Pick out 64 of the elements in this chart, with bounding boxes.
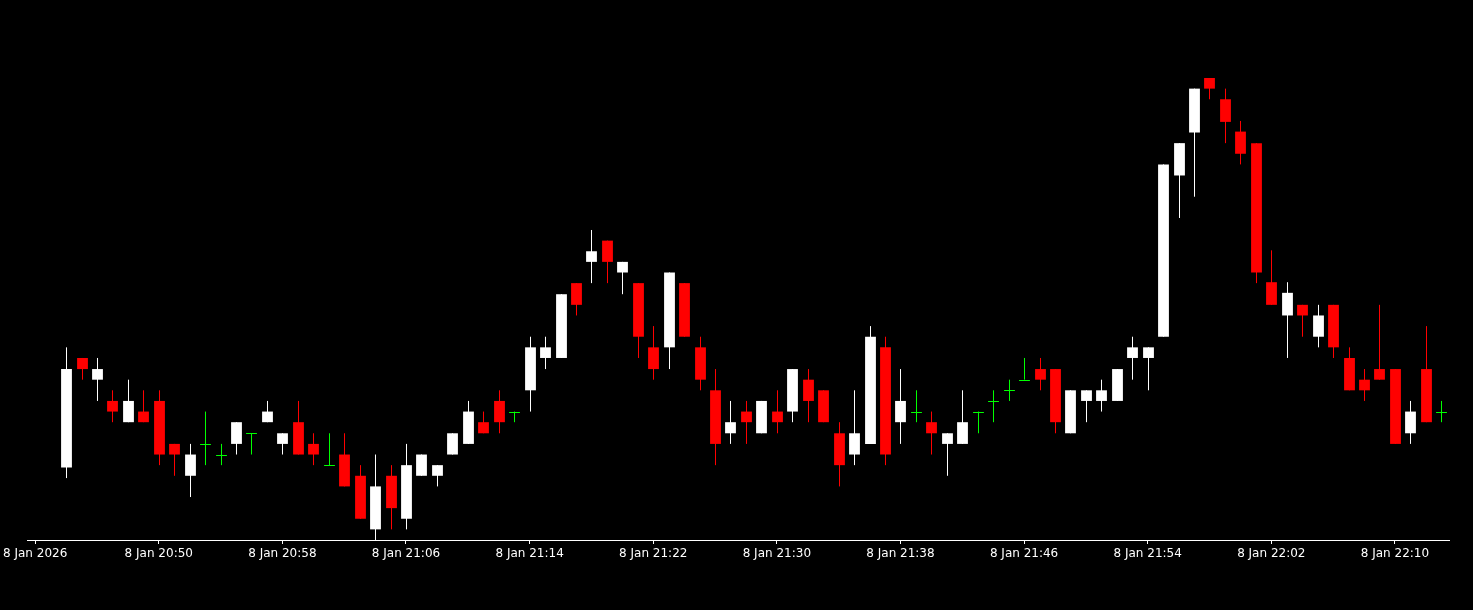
candlestick [849, 389, 860, 466]
x-tick-label: 8 Jan 21:14 [495, 546, 564, 561]
x-tick-label: 8 Jan 21:06 [371, 546, 441, 561]
candlestick [942, 432, 953, 477]
candlestick [123, 379, 134, 423]
candlestick [432, 464, 443, 487]
candlestick [245, 432, 258, 456]
candlestick [741, 400, 752, 445]
candlestick [1359, 368, 1370, 402]
candlestick [648, 325, 659, 381]
candlestick [1220, 88, 1231, 144]
candlestick [772, 389, 783, 434]
candlestick [987, 389, 1000, 423]
x-tick-label: 8 Jan 21:30 [742, 546, 812, 561]
candlestick [1374, 304, 1385, 381]
candlestick [277, 432, 288, 456]
candlestick [1081, 389, 1092, 423]
candlestick [972, 411, 985, 434]
candlestick [926, 411, 937, 456]
x-tick-label: 8 Jan 21:38 [866, 546, 935, 561]
candlestick [1405, 400, 1416, 445]
candlestick [1435, 400, 1448, 423]
candlestick [1003, 379, 1016, 402]
candlestick [494, 389, 505, 434]
candlestick [1127, 336, 1138, 381]
candlestick [617, 261, 628, 295]
candlestick [185, 443, 196, 498]
x-tick-label: 8 Jan 21:22 [619, 546, 688, 561]
candlestick [1018, 357, 1031, 381]
x-tick-label: 8 Jan 2026 [2, 546, 68, 561]
candlestick [1235, 120, 1246, 165]
candlestick [1035, 357, 1046, 391]
candlestick [107, 389, 118, 423]
candlestick [1266, 249, 1277, 306]
candlestick [447, 432, 458, 456]
candlestick [957, 389, 968, 445]
x-tick-label: 8 Jan 22:10 [1360, 546, 1430, 561]
x-tick-label: 8 Jan 20:50 [124, 546, 193, 561]
candlestick [540, 336, 551, 370]
candlestick [571, 282, 582, 316]
candlestick [199, 411, 212, 466]
candlestick [586, 229, 597, 284]
candlestick [1204, 77, 1215, 100]
candlestick [1297, 304, 1308, 338]
candlestick [910, 389, 923, 423]
candlestick [138, 389, 149, 423]
candlestick [215, 443, 228, 466]
x-tick-label: 8 Jan 21:54 [1113, 546, 1182, 561]
candlestick [323, 432, 336, 466]
candlestick [803, 368, 814, 423]
candlestick [1096, 379, 1107, 413]
candlestick [895, 368, 906, 445]
candlestick [602, 240, 613, 284]
candlestick [1282, 281, 1293, 359]
candlestick [1143, 346, 1154, 391]
candlestick [92, 357, 103, 402]
candlestick [231, 421, 242, 456]
candlestick [1313, 304, 1324, 348]
x-tick-label: 8 Jan 22:02 [1237, 546, 1306, 561]
candlestick [169, 443, 180, 477]
candlestick [308, 432, 319, 466]
x-tick-label: 8 Jan 20:58 [248, 546, 317, 561]
x-tick-label: 8 Jan 21:46 [989, 546, 1059, 561]
candlestick [725, 400, 736, 445]
